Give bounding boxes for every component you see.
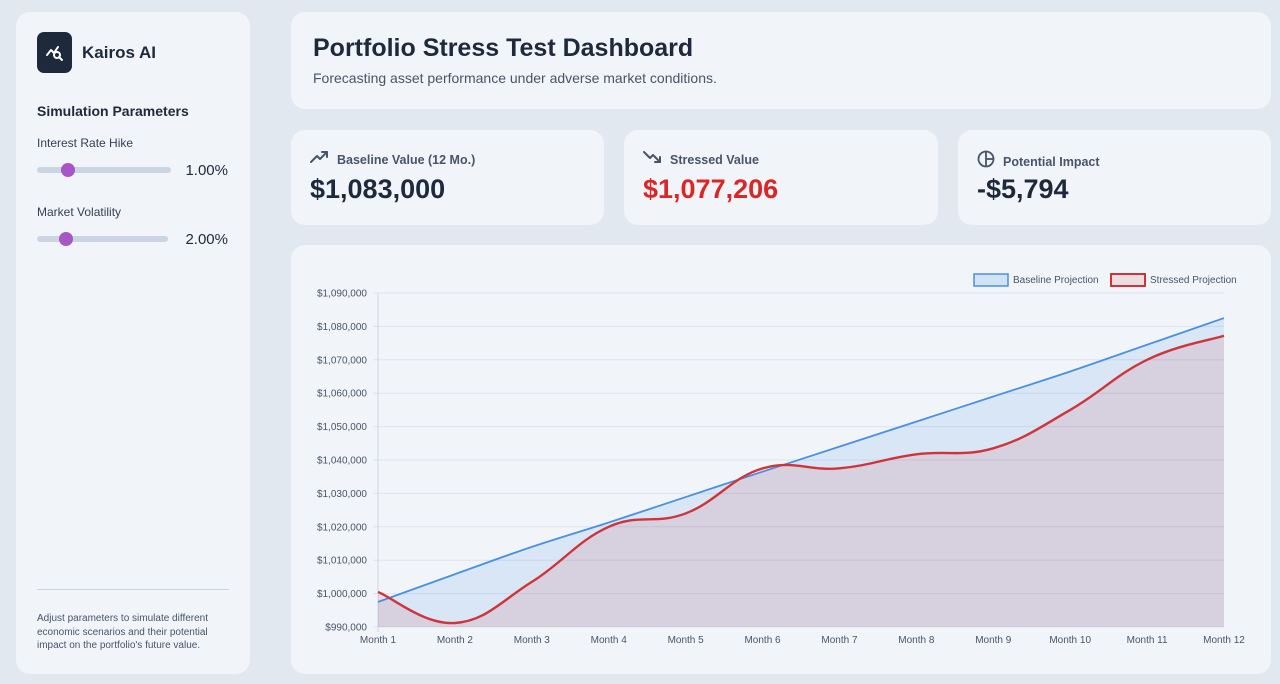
y-tick-label: $1,030,000 — [317, 489, 367, 500]
y-tick-label: $1,080,000 — [317, 322, 367, 333]
stressed-line — [377, 334, 1225, 625]
baseline-value: $1,083,000 — [310, 174, 446, 204]
y-tick-label: $1,090,000 — [317, 289, 367, 300]
sidebar-divider — [37, 589, 229, 590]
y-tick-label: $1,020,000 — [317, 522, 367, 533]
interest-rate-label: Interest Rate Hike — [37, 136, 134, 150]
x-tick-label: Month 1 — [360, 635, 397, 646]
y-tick-label: $1,010,000 — [317, 556, 367, 567]
stressed-area — [378, 335, 1224, 627]
market-volatility-value: 2.00% — [185, 231, 228, 248]
baseline-value-label: Baseline Value (12 Mo.) — [337, 152, 476, 167]
market-volatility-slider-thumb[interactable] — [58, 232, 73, 246]
legend-stressed-swatch — [1110, 273, 1146, 287]
trending-up-icon — [310, 150, 329, 169]
page-subtitle: Forecasting asset performance under adve… — [313, 70, 717, 86]
y-tick-label: $1,070,000 — [317, 355, 367, 366]
x-tick-label: Month 12 — [1203, 635, 1245, 646]
trending-down-icon — [643, 150, 662, 169]
projection-chart: $990,000 $1,000,000 $1,010,000 $1,020,000 $1… — [317, 273, 1245, 646]
x-tick-label: Month 2 — [437, 635, 474, 646]
y-tick-label: $1,050,000 — [317, 422, 367, 433]
potential-impact-value: -$5,794 — [977, 174, 1069, 204]
stressed-value: $1,077,206 — [643, 174, 779, 204]
chart-search-icon — [37, 32, 72, 73]
sidebar: Kairos AI Simulation Parameters Interest… — [16, 12, 250, 674]
x-tick-label: Month 5 — [668, 635, 705, 646]
stressed-value-card: Stressed Value $1,077,206 — [624, 130, 938, 225]
potential-impact-label: Potential Impact — [1003, 154, 1100, 169]
x-tick-label: Month 6 — [744, 635, 781, 646]
x-tick-label: Month 7 — [821, 635, 858, 646]
brand-name: Kairos AI — [82, 42, 157, 62]
y-tick-label: $990,000 — [325, 623, 367, 634]
y-tick-label: $1,060,000 — [317, 389, 367, 400]
baseline-line — [377, 317, 1225, 603]
market-volatility-label: Market Volatility — [37, 205, 122, 219]
x-tick-label: Month 4 — [591, 635, 628, 646]
stressed-value-label: Stressed Value — [670, 152, 759, 167]
legend-baseline-swatch — [973, 273, 1009, 287]
potential-impact-card: Potential Impact -$5,794 — [958, 130, 1271, 225]
page-title: Portfolio Stress Test Dashboard — [313, 34, 694, 62]
pie-chart-icon — [977, 150, 995, 173]
x-tick-label: Month 11 — [1127, 635, 1168, 646]
legend-stressed-label: Stressed Projection — [1150, 275, 1237, 286]
page-header: Portfolio Stress Test Dashboard Forecast… — [291, 12, 1271, 109]
x-tick-label: Month 3 — [514, 635, 551, 646]
x-tick-label: Month 8 — [898, 635, 935, 646]
baseline-value-card: Baseline Value (12 Mo.) $1,083,000 — [291, 130, 604, 225]
market-volatility-slider[interactable] — [37, 232, 168, 246]
interest-rate-slider-thumb[interactable] — [60, 163, 75, 177]
interest-rate-slider[interactable] — [37, 163, 171, 177]
x-tick-label: Month 9 — [975, 635, 1012, 646]
legend-baseline-label: Baseline Projection — [1013, 275, 1099, 286]
projection-chart-panel: $990,000 $1,000,000 $1,010,000 $1,020,000 $1… — [291, 245, 1271, 674]
y-tick-label: $1,040,000 — [317, 456, 367, 467]
y-tick-label: $1,000,000 — [317, 589, 367, 600]
baseline-area — [378, 318, 1224, 627]
x-tick-label: Month 10 — [1049, 635, 1091, 646]
parameters-title: Simulation Parameters — [37, 103, 189, 119]
interest-rate-value: 1.00% — [185, 162, 228, 179]
brand[interactable]: Kairos AI — [37, 32, 156, 73]
help-text: Adjust parameters to simulate different … — [37, 613, 209, 651]
